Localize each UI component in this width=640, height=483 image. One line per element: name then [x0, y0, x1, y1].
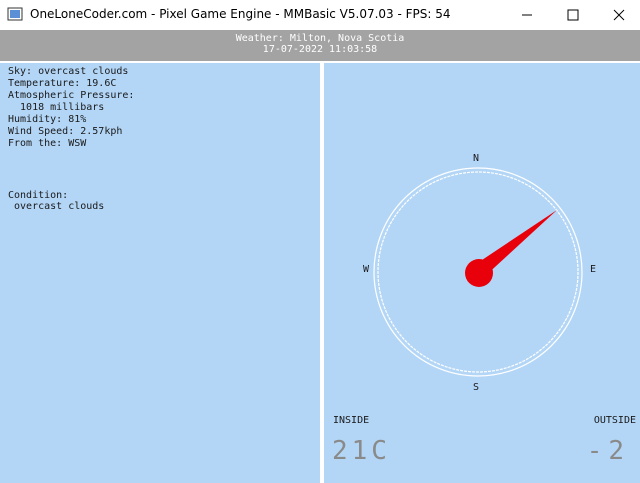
- window-title: OneLoneCoder.com - Pixel Game Engine - M…: [30, 7, 451, 21]
- header-location: Weather: Milton, Nova Scotia: [235, 33, 405, 44]
- needle-hub: [465, 259, 493, 287]
- info-line: Humidity: 81%: [8, 114, 87, 125]
- close-button[interactable]: [613, 9, 625, 21]
- inside-value: 21C: [332, 436, 391, 466]
- info-line: Atmospheric Pressure:: [8, 90, 135, 101]
- app-icon-screen: [10, 10, 20, 18]
- panel-divider: [320, 63, 324, 483]
- compass-east: E: [590, 264, 597, 275]
- maximize-button[interactable]: [567, 9, 579, 21]
- info-line: Sky: overcast clouds: [8, 66, 129, 77]
- compass-north: N: [473, 153, 480, 164]
- info-line: Wind Speed: 2.57kph: [8, 126, 123, 137]
- info-line: Temperature: 19.6C: [8, 78, 117, 89]
- outside-value: -2: [586, 436, 630, 466]
- outside-label: OUTSIDE: [593, 415, 636, 426]
- info-line: From the: WSW: [8, 138, 87, 149]
- inside-label: INSIDE: [333, 415, 370, 426]
- header-datetime: 17-07-2022 11:03:58: [262, 44, 378, 55]
- compass-ring-inner: [377, 171, 579, 373]
- wind-needle: [473, 210, 557, 278]
- window-chrome: [7, 7, 625, 21]
- condition-line: overcast clouds: [8, 201, 105, 212]
- info-panel: [0, 63, 320, 483]
- compass-ring-outer: [373, 167, 583, 377]
- header-bar: Weather: Milton, Nova Scotia 17-07-2022 …: [0, 30, 640, 61]
- compass-south: S: [473, 382, 480, 393]
- condition-line: Condition:: [8, 190, 69, 201]
- compass-west: W: [363, 264, 370, 275]
- info-line: 1018 millibars: [8, 102, 105, 113]
- title-bar: OneLoneCoder.com - Pixel Game Engine - M…: [0, 0, 640, 30]
